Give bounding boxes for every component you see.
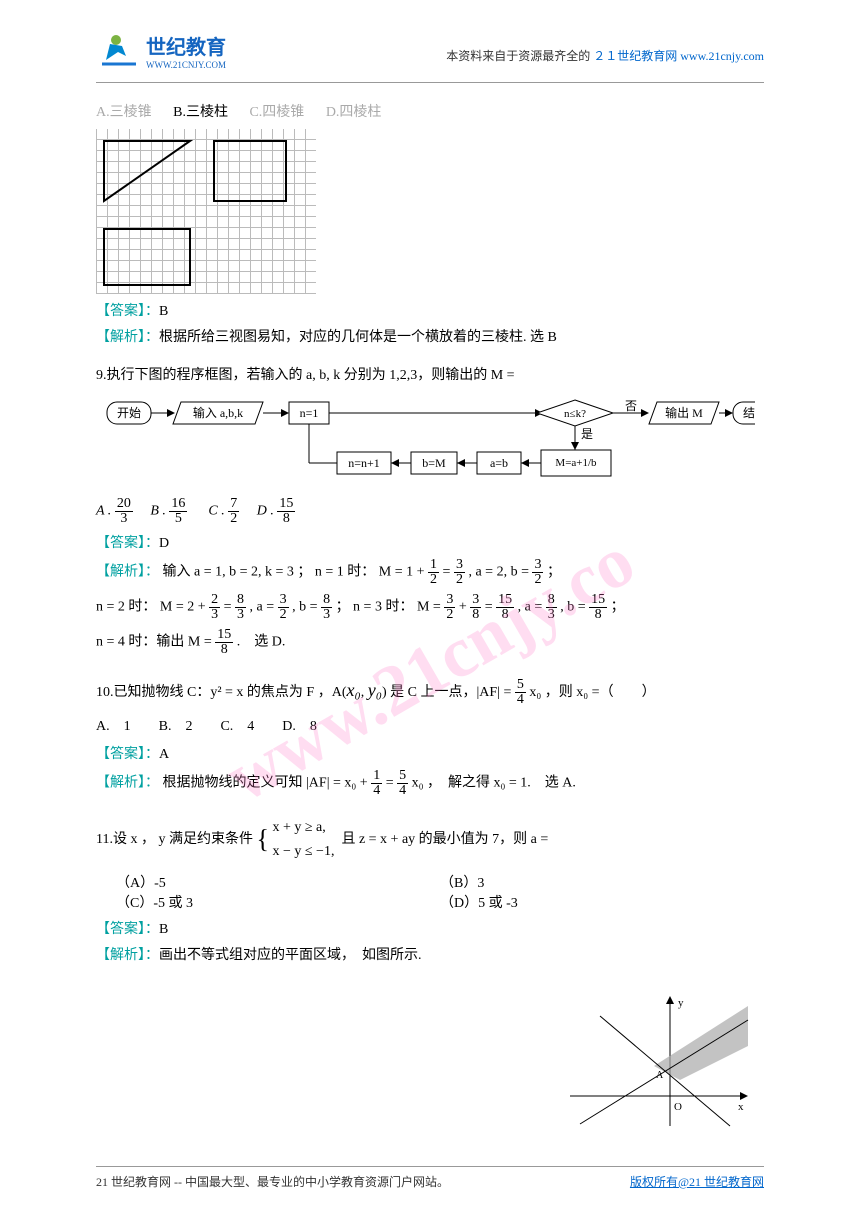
svg-text:n=1: n=1 <box>300 406 319 420</box>
q10-stem: 10.已知抛物线 C：y² = x 的焦点为 F ，A(x₀, y₀) 是 C … <box>96 675 764 707</box>
svg-text:n≤k?: n≤k? <box>564 408 586 420</box>
answer-label: 【答案】： <box>96 922 159 937</box>
q9-b: B . <box>150 504 166 519</box>
site-logo: 世纪教育 WWW.21CNJY.COM <box>96 30 226 70</box>
q9-d: D . <box>257 504 274 519</box>
q8-explain: 根据所给三视图易知，对应的几何体是一个横放着的三棱柱. 选 B <box>159 330 557 345</box>
svg-text:M=a+1/b: M=a+1/b <box>555 457 597 469</box>
footer-right[interactable]: 版权所有@21 世纪教育网 <box>630 1173 764 1190</box>
svg-text:否: 否 <box>625 399 637 413</box>
q10-options: A. 1 B. 2 C. 4 D. 8 <box>96 715 764 735</box>
q10-answer: A <box>159 747 169 762</box>
q11-answer: B <box>159 922 168 937</box>
svg-text:输出 M: 输出 M <box>665 405 703 420</box>
logo-url: WWW.21CNJY.COM <box>146 60 226 70</box>
q11-stem: 11.设 x ， y 满足约束条件 { x + y ≥ a, x − y ≤ −… <box>96 816 764 864</box>
explain-label: 【解析】： <box>96 776 159 791</box>
logo-cn-text: 世纪教育 <box>146 31 226 60</box>
q11-graph: x y O A <box>560 996 750 1136</box>
q10-explain: 【解析】： 根据抛物线的定义可知 |AF| = x₀ + 14 = 54 x₀ … <box>96 769 764 798</box>
svg-text:x: x <box>738 1101 744 1113</box>
svg-text:输入 a,b,k: 输入 a,b,k <box>193 405 243 420</box>
q8-answer: B <box>159 304 168 319</box>
q8-opt-a: A.三棱锥 <box>96 105 152 120</box>
q11-c: （C）-5 或 3 <box>116 892 440 912</box>
explain-label: 【解析】： <box>96 330 159 345</box>
provenance-line: 本资料来自于资源最齐全的 ２１世纪教育网 www.21cnjy.com <box>446 47 764 70</box>
q9-a: A . <box>96 504 111 519</box>
svg-text:y: y <box>678 997 684 1009</box>
q8-opt-c: C.四棱锥 <box>249 105 304 120</box>
svg-text:b=M: b=M <box>422 456 446 470</box>
footer-left: 21 世纪教育网 -- 中国最大型、最专业的中小学教育资源门户网站。 <box>96 1173 449 1190</box>
answer-label: 【答案】： <box>96 536 159 551</box>
q11-options: （A）-5（C）-5 或 3 （B）3（D）5 或 -3 <box>96 872 764 912</box>
q11-a: （A）-5 <box>116 872 440 892</box>
q8-answer-line: 【答案】：B <box>96 300 764 320</box>
q11-b: （B）3 <box>440 872 764 892</box>
svg-text:开始: 开始 <box>117 406 141 420</box>
answer-label: 【答案】： <box>96 747 159 762</box>
explain-label: 【解析】： <box>96 948 159 963</box>
q11-d: （D）5 或 -3 <box>440 892 764 912</box>
provenance-brand: ２１世纪教育网 <box>593 49 677 63</box>
q8-explain-line: 【解析】：根据所给三视图易知，对应的几何体是一个横放着的三棱柱. 选 B <box>96 326 764 346</box>
q9-explain-3: n = 4 时：输出 M = 158 . 选 D. <box>96 628 764 657</box>
q9-answer: D <box>159 536 169 551</box>
q11-explain: 画出不等式组对应的平面区域， 如图所示. <box>159 948 422 963</box>
svg-text:A: A <box>656 1070 664 1081</box>
q8-opt-b: B.三棱柱 <box>173 105 228 120</box>
q9-stem: 9.执行下图的程序框图，若输入的 a, b, k 分别为 1,2,3，则输出的 … <box>96 364 764 388</box>
logo-runner-icon <box>96 30 142 70</box>
q9-explain-2: n = 2 时： M = 2 + 23 = 83 , a = 32 , b = … <box>96 593 764 622</box>
header-divider <box>96 82 764 83</box>
explain-label: 【解析】： <box>96 565 159 580</box>
svg-text:n=n+1: n=n+1 <box>348 456 380 470</box>
page-header: 世纪教育 WWW.21CNJY.COM 本资料来自于资源最齐全的 ２１世纪教育网… <box>96 30 764 70</box>
svg-text:a=b: a=b <box>490 456 508 470</box>
provenance-url[interactable]: www.21cnjy.com <box>680 49 764 63</box>
three-view-figure <box>96 129 316 294</box>
provenance-prefix: 本资料来自于资源最齐全的 <box>446 49 590 63</box>
svg-text:O: O <box>674 1101 682 1113</box>
svg-text:结束: 结束 <box>743 406 755 420</box>
answer-label: 【答案】： <box>96 304 159 319</box>
flowchart: 开始 输入 a,b,k n=1 n≤k? 是 否 输出 M 结束 M=a+1/b… <box>105 396 755 487</box>
q9-c: C . <box>208 504 224 519</box>
q8-options: A.三棱锥 B.三棱柱 C.四棱锥 D.四棱柱 <box>96 101 764 121</box>
page-footer: 21 世纪教育网 -- 中国最大型、最专业的中小学教育资源门户网站。 版权所有@… <box>96 1166 764 1190</box>
q9-options: A . 203 B . 165 C . 72 D . 158 <box>96 497 764 526</box>
q8-opt-d: D.四棱柱 <box>326 105 382 120</box>
svg-text:是: 是 <box>581 427 593 441</box>
q9-explain-1: 【解析】： 输入 a = 1, b = 2, k = 3 ； n = 1 时： … <box>96 558 764 587</box>
flowchart-svg: 开始 输入 a,b,k n=1 n≤k? 是 否 输出 M 结束 M=a+1/b… <box>105 396 755 482</box>
